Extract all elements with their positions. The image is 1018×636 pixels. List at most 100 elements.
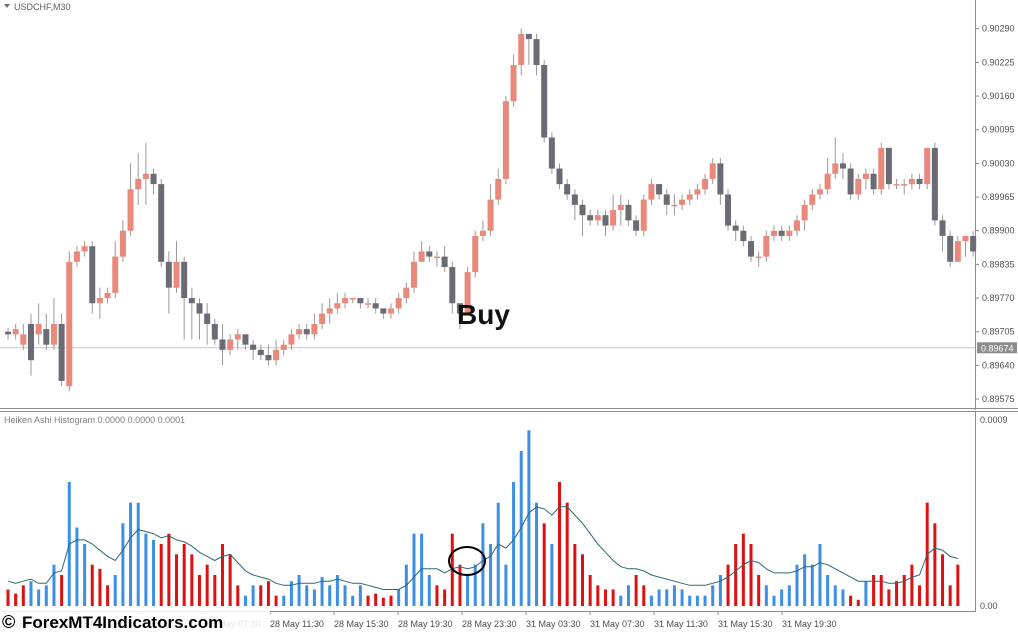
- candle-body: [702, 178, 709, 190]
- histogram-bar: [535, 502, 539, 606]
- candle-body: [656, 184, 663, 195]
- price-tick-label: 0.90225: [982, 57, 1015, 67]
- histogram-bar: [749, 544, 753, 606]
- histogram-bar: [504, 564, 508, 606]
- histogram-bar: [887, 589, 891, 606]
- time-tick-label: 31 May 15:30: [718, 619, 773, 629]
- histogram-bar: [312, 589, 316, 606]
- candle-body: [640, 199, 647, 231]
- watermark-bg: [0, 611, 270, 631]
- histogram-bar: [37, 589, 41, 606]
- candle-body: [533, 39, 540, 65]
- histogram-bar: [948, 585, 952, 606]
- candle-body: [227, 339, 234, 350]
- histogram-bar: [443, 589, 447, 606]
- candle-body: [173, 261, 180, 288]
- histogram-bar: [44, 585, 48, 606]
- candle-body: [472, 235, 479, 273]
- chevron-down-icon[interactable]: [4, 4, 10, 8]
- candle-body: [748, 241, 755, 257]
- histogram-bar: [818, 544, 822, 606]
- histogram-bar: [856, 599, 860, 606]
- candle-body: [257, 349, 264, 356]
- candle-body: [931, 147, 938, 221]
- candle-body: [303, 329, 310, 335]
- price-tick-label: 0.89965: [982, 192, 1015, 202]
- histogram-bar: [320, 577, 324, 606]
- candle-body: [725, 194, 732, 226]
- histogram-bar: [718, 575, 722, 606]
- histogram-bar: [512, 482, 516, 606]
- histogram-bar: [144, 533, 148, 606]
- histogram-bar: [159, 544, 163, 606]
- time-tick-label: 28 May 11:30: [270, 619, 324, 629]
- candle-body: [127, 189, 134, 231]
- histogram-bar: [711, 585, 715, 606]
- price-tick-label: 0.90290: [982, 24, 1015, 34]
- price-tick-label: 0.90030: [982, 158, 1015, 168]
- candle-body: [962, 235, 969, 242]
- candle-body: [571, 194, 578, 205]
- histogram-bar: [764, 585, 768, 606]
- candle-body: [96, 298, 103, 304]
- candle-body: [878, 147, 885, 190]
- histogram-bar: [550, 544, 554, 606]
- time-tick-label: 28 May 15:30: [334, 619, 389, 629]
- candle-body: [43, 329, 50, 345]
- histogram-bar: [243, 595, 247, 606]
- histogram-bar: [489, 544, 493, 606]
- price-tick-label: 0.89835: [982, 259, 1015, 269]
- candle-body: [947, 235, 954, 262]
- candle-body: [181, 261, 188, 299]
- histogram-bar: [136, 502, 140, 606]
- candle-body: [510, 64, 517, 102]
- candle-body: [150, 173, 157, 185]
- candle-body: [671, 204, 678, 207]
- candle-body: [924, 147, 931, 185]
- histogram-bar: [259, 585, 263, 606]
- histogram-bar: [581, 554, 584, 606]
- histogram-bar: [649, 595, 653, 606]
- histogram-bar: [328, 585, 332, 606]
- candle-body: [809, 194, 816, 205]
- candle-body: [717, 163, 724, 195]
- candle-body: [732, 225, 739, 231]
- candle-body: [502, 101, 509, 179]
- histogram-bar: [343, 585, 347, 606]
- histogram-bar: [220, 544, 224, 606]
- histogram-bar: [833, 585, 837, 606]
- histogram-bar: [680, 589, 684, 606]
- histogram-bar: [879, 575, 883, 606]
- copyright-symbol: ©: [2, 612, 15, 631]
- candle-body: [709, 163, 716, 179]
- candle-body: [839, 163, 846, 169]
- histogram-bar: [98, 568, 102, 606]
- candle-body: [250, 344, 257, 350]
- histogram-bar: [642, 585, 646, 606]
- candle-body: [893, 184, 900, 186]
- histogram-bar: [902, 575, 906, 606]
- histogram-axis-ticks: 0.0009 0.00: [980, 415, 1008, 611]
- histogram-bar: [297, 575, 301, 606]
- candle-body: [433, 256, 440, 259]
- histogram-bar: [21, 585, 25, 606]
- signal-line: [7, 506, 958, 590]
- candle-body: [587, 215, 594, 221]
- candle-body: [793, 220, 800, 231]
- histogram-bar: [734, 544, 738, 606]
- histogram-bar: [52, 564, 56, 606]
- candle-body: [518, 33, 525, 65]
- candle-body: [142, 173, 149, 179]
- histogram-bar: [381, 597, 385, 606]
- histogram-bar: [695, 595, 699, 606]
- histogram-bar: [205, 564, 209, 606]
- candle-body: [50, 323, 57, 345]
- candle-body: [196, 303, 203, 314]
- candle-body: [104, 292, 111, 299]
- candle-body: [885, 147, 892, 185]
- candle-body: [5, 331, 11, 335]
- candle-body: [81, 246, 88, 252]
- price-tick-label: 0.89705: [982, 327, 1015, 337]
- candle-body: [35, 323, 42, 335]
